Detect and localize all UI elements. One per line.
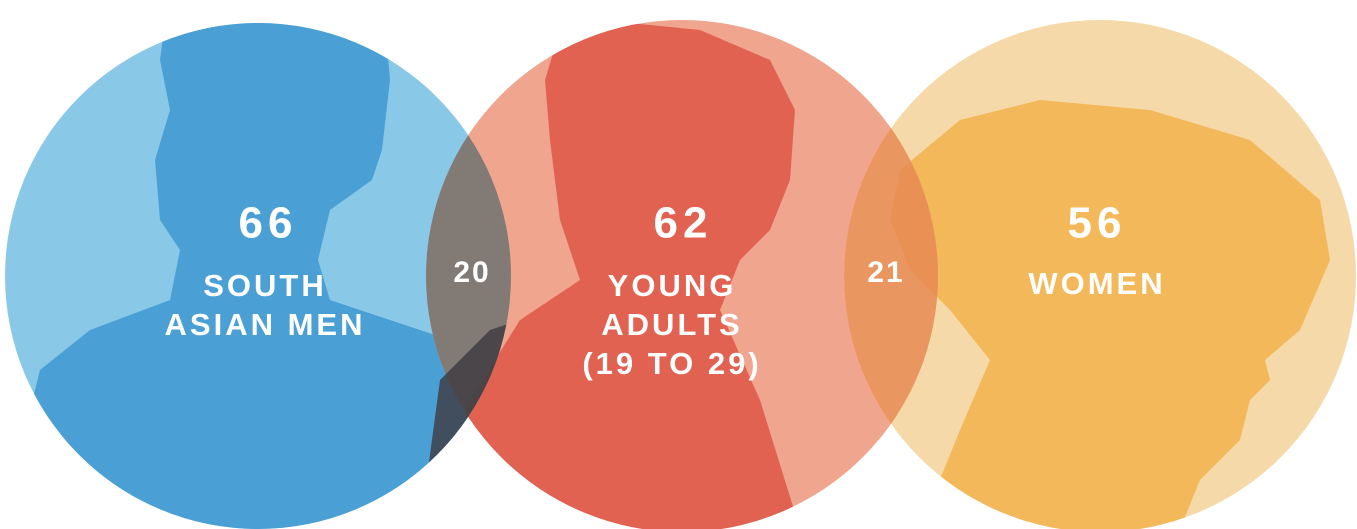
node-label: ADULTS [601, 307, 742, 342]
node-label: WOMEN [1028, 266, 1165, 301]
venn-diagram: 66 SOUTH ASIAN MEN 62 YOUNG ADULTS (19 T… [0, 0, 1357, 529]
node-value: 66 [239, 199, 298, 248]
node-value: 56 [1068, 199, 1127, 248]
overlap-value: 21 [867, 256, 904, 289]
node-label: (19 TO 29) [582, 346, 761, 381]
node-value: 62 [654, 199, 713, 248]
page: 66 SOUTH ASIAN MEN 62 YOUNG ADULTS (19 T… [0, 0, 1357, 529]
node-label: YOUNG [608, 268, 737, 303]
overlap-value: 20 [453, 256, 490, 289]
node-label: SOUTH [203, 268, 327, 303]
node-label: ASIAN MEN [165, 307, 366, 342]
